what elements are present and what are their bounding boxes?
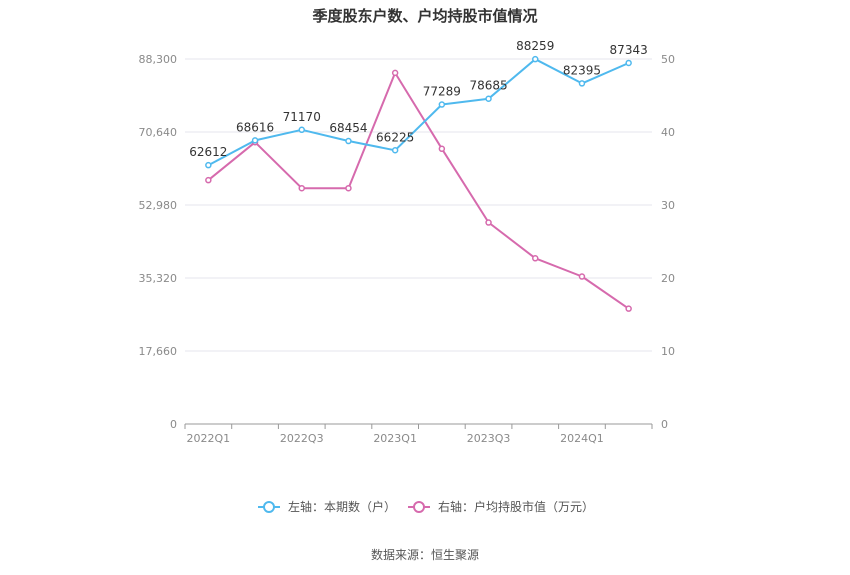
legend-item[interactable]: 左轴：本期数（户）	[258, 499, 396, 514]
data-point	[345, 137, 352, 145]
data-label: 71170	[283, 110, 321, 124]
left-axis-tick-label: 17,660	[139, 345, 178, 358]
data-point	[532, 255, 539, 262]
left-axis-tick-label: 0	[170, 418, 177, 431]
left-axis-tick-label: 70,640	[139, 126, 178, 139]
chart-title: 季度股东户数、户均持股市值情况	[312, 7, 537, 25]
x-axis-tick-label: 2022Q3	[280, 432, 324, 445]
data-label: 78685	[469, 79, 507, 93]
left-axis-tick-label: 88,300	[139, 53, 178, 66]
data-point	[532, 55, 539, 63]
data-point	[438, 145, 446, 153]
data-point	[625, 305, 632, 312]
series-line	[207, 58, 630, 167]
data-point	[625, 59, 632, 67]
data-label: 77289	[423, 85, 461, 99]
legend-item[interactable]: 右轴：户均持股市值（万元）	[408, 499, 594, 514]
data-label: 68454	[329, 121, 367, 135]
data-label: 88259	[516, 39, 554, 53]
right-axis-tick-label: 0	[661, 418, 668, 431]
data-point	[485, 95, 492, 102]
data-point	[298, 184, 305, 192]
legend[interactable]: 左轴：本期数（户） 右轴：户均持股市值（万元）	[258, 499, 594, 514]
legend-label: 左轴：本期数（户）	[288, 499, 396, 514]
data-point	[251, 137, 259, 144]
data-label: 82395	[563, 63, 601, 77]
data-label: 87343	[610, 43, 648, 57]
x-axis-tick-label: 2022Q1	[187, 432, 231, 445]
data-point	[485, 219, 492, 226]
right-axis-tick-label: 50	[661, 53, 675, 66]
data-point	[578, 80, 586, 87]
data-point	[345, 184, 352, 192]
data-point	[391, 69, 399, 77]
data-label: 68616	[236, 120, 274, 134]
data-point	[578, 273, 586, 280]
axes: 0 0 17,660 10 35,320 20 52,980 30 70,640 40 88,300…	[139, 53, 676, 445]
legend-label: 右轴：户均持股市值（万元）	[438, 499, 594, 514]
x-axis-tick-label: 2023Q1	[373, 432, 417, 445]
data-point	[438, 101, 446, 108]
data-point	[298, 126, 305, 134]
right-axis-tick-label: 40	[661, 126, 675, 139]
data-point	[205, 176, 212, 184]
right-axis-tick-label: 30	[661, 199, 675, 212]
left-axis-tick-label: 52,980	[139, 199, 178, 212]
source-note: 数据来源：恒生聚源	[371, 547, 479, 562]
grid-lines	[185, 58, 652, 352]
series-line	[207, 71, 630, 310]
x-axis-tick-label: 2023Q3	[467, 432, 511, 445]
x-axis-tick-label: 2024Q1	[560, 432, 604, 445]
legend-marker-icon	[263, 501, 275, 513]
right-axis-tick-label: 20	[661, 272, 675, 285]
right-axis-tick-label: 10	[661, 345, 675, 358]
data-point	[205, 161, 212, 169]
data-label: 62612	[189, 145, 227, 159]
series-layer: 62612 68616 71170 68454 66225 77289 78685 88259…	[189, 39, 648, 312]
data-label: 66225	[376, 130, 414, 144]
data-point	[391, 147, 399, 154]
left-axis-tick-label: 35,320	[139, 272, 178, 285]
legend-marker-icon	[413, 501, 425, 513]
